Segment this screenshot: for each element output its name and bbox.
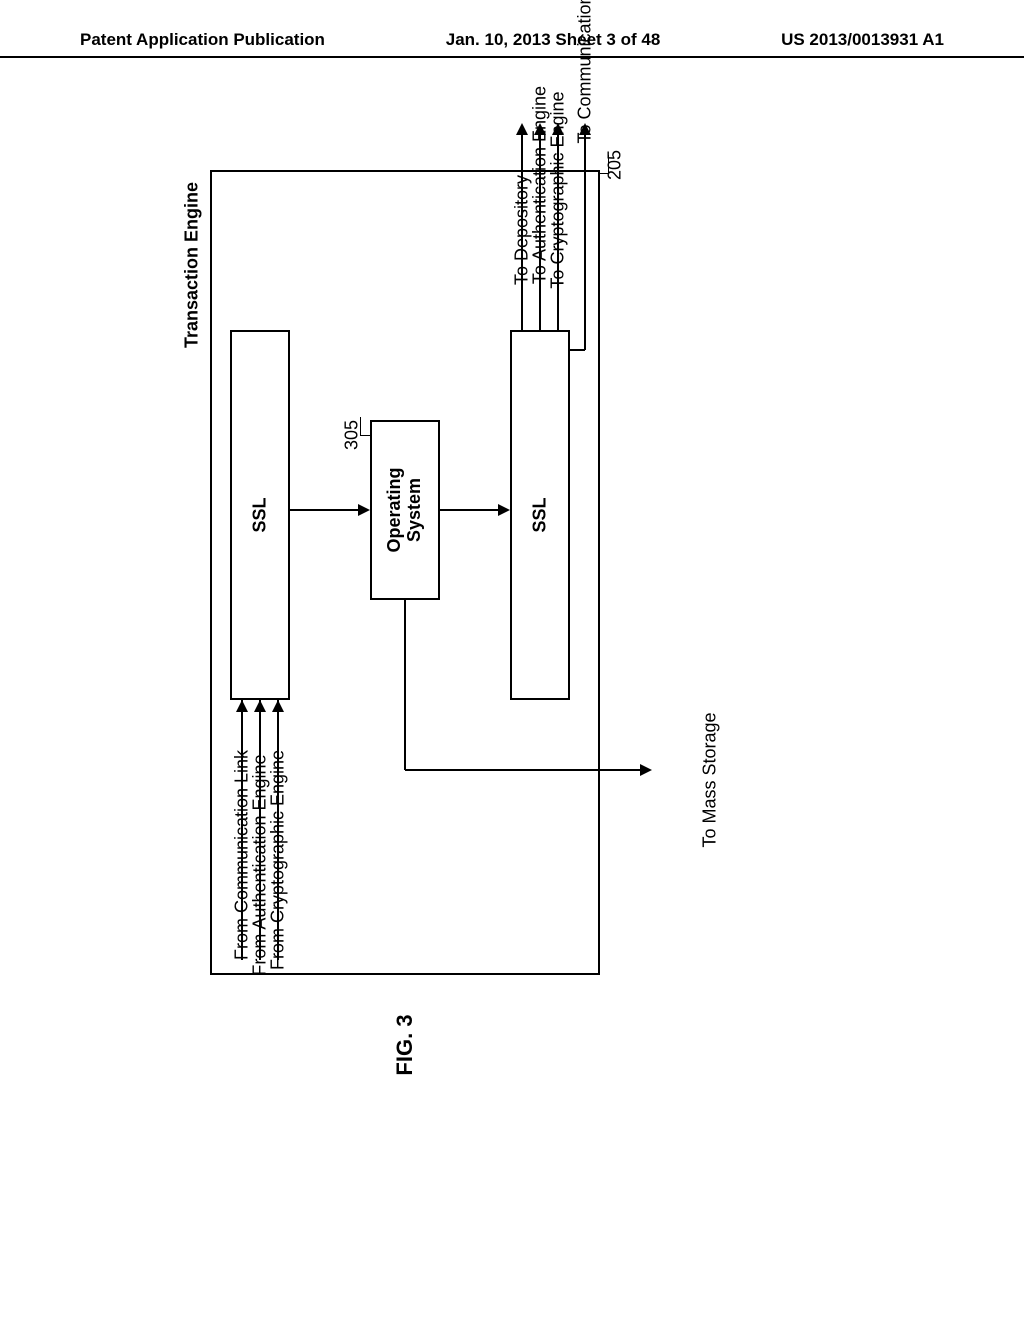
diagram: Transaction Engine SSL OperatingSystem S… [80, 120, 944, 1220]
ssl-right-label: SSL [530, 497, 551, 532]
page-header: Patent Application Publication Jan. 10, … [0, 30, 1024, 58]
transaction-engine-title: Transaction Engine [182, 182, 203, 348]
output-comm-link: To Communication Link [575, 0, 596, 144]
ssl-left-label: SSL [250, 497, 271, 532]
header-left: Patent Application Publication [80, 30, 325, 50]
header-mid: Jan. 10, 2013 Sheet 3 of 48 [446, 30, 661, 50]
header-right: US 2013/0013931 A1 [781, 30, 944, 50]
operating-system-label: OperatingSystem [385, 467, 425, 552]
output-mass-storage: To Mass Storage [700, 712, 721, 847]
figure-label: FIG. 3 [392, 1014, 418, 1075]
